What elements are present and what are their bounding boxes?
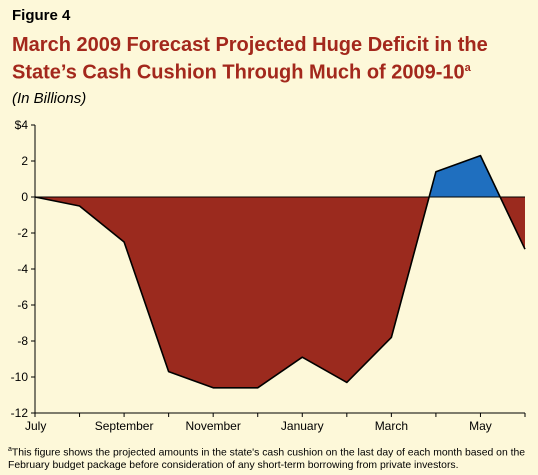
title-footnote-marker: a bbox=[464, 62, 471, 74]
x-tick-label-september: September bbox=[95, 419, 154, 433]
y-tick-label: -10 bbox=[11, 370, 29, 384]
x-tick-labels: July September November January March May bbox=[25, 419, 492, 433]
y-tick-label: 2 bbox=[21, 154, 28, 168]
chart-title: March 2009 Forecast Projected Huge Defic… bbox=[12, 34, 532, 85]
chart-title-text: March 2009 Forecast Projected Huge Defic… bbox=[12, 34, 488, 84]
x-tick-label-may: May bbox=[469, 419, 492, 433]
area-layer bbox=[34, 154, 526, 389]
y-tick-label: -6 bbox=[17, 298, 28, 312]
footnote: aThis figure shows the projected amounts… bbox=[8, 443, 534, 472]
area-chart: $4 2 0 -2 -4 -6 -8 -10 -12 July September November… bbox=[11, 118, 526, 433]
series-line bbox=[34, 154, 526, 389]
x-tick-label-january: January bbox=[281, 419, 324, 433]
y-tick-label: $4 bbox=[15, 118, 29, 132]
x-tick-label-march: March bbox=[375, 419, 408, 433]
y-tick-label: -2 bbox=[17, 226, 28, 240]
footnote-marker: a bbox=[8, 446, 12, 453]
x-tick-label-november: November bbox=[186, 419, 241, 433]
positive-area-1 bbox=[429, 155, 501, 197]
axes-layer bbox=[31, 124, 526, 417]
footnote-text: This figure shows the projected amounts … bbox=[8, 447, 526, 472]
y-tick-label: -12 bbox=[11, 406, 29, 420]
y-tick-label: -8 bbox=[17, 334, 28, 348]
negative-area-2 bbox=[500, 197, 525, 250]
figure-label: Figure 4 bbox=[12, 7, 71, 24]
y-tick-label: -4 bbox=[17, 262, 28, 276]
y-tick-label: 0 bbox=[21, 190, 28, 204]
x-tick-label-july: July bbox=[25, 419, 46, 433]
y-tick-labels: $4 2 0 -2 -4 -6 -8 -10 -12 bbox=[11, 118, 29, 420]
y-unit-label: (In Billions) bbox=[12, 90, 87, 107]
negative-area-0 bbox=[35, 197, 430, 388]
